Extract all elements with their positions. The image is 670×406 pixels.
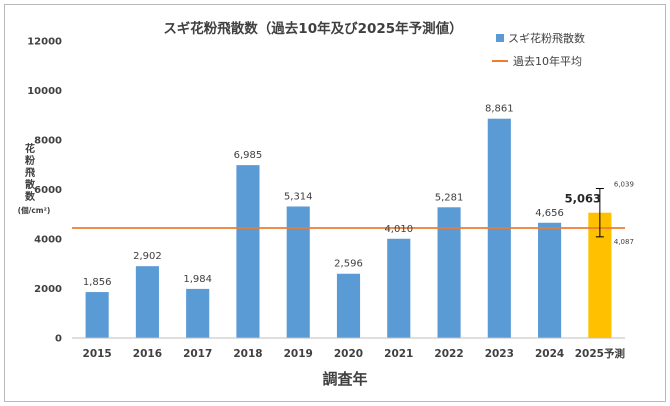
bar-data-label: 4,010 bbox=[384, 224, 413, 235]
y-axis-char: 数 bbox=[25, 190, 36, 203]
y-tick-label: 8000 bbox=[34, 136, 62, 147]
bar bbox=[85, 292, 109, 338]
x-tick-label: 2021 bbox=[384, 348, 413, 360]
x-tick-label: 2019 bbox=[284, 348, 313, 360]
x-tick-label: 2017 bbox=[183, 348, 212, 360]
legend-label-bars: スギ花粉飛散数 bbox=[508, 31, 585, 45]
legend-swatch-bars bbox=[496, 34, 504, 42]
legend-label-average: 過去10年平均 bbox=[513, 54, 582, 68]
bar bbox=[336, 273, 361, 338]
bar-data-label: 1,984 bbox=[183, 274, 212, 285]
error-lower-label: 4,087 bbox=[614, 238, 634, 246]
bar bbox=[286, 206, 310, 338]
bar bbox=[135, 266, 159, 338]
y-axis-unit: (個/cm²) bbox=[18, 205, 51, 215]
bar-data-label: 1,856 bbox=[83, 277, 112, 288]
y-tick-label: 4000 bbox=[34, 235, 62, 246]
x-tick-label: 2025予測 bbox=[575, 347, 625, 360]
x-tick-label: 2023 bbox=[485, 348, 514, 360]
forecast-data-label: 5,063 bbox=[565, 192, 601, 206]
legend: スギ花粉飛散数 過去10年平均 bbox=[492, 31, 585, 68]
bar-data-label: 6,985 bbox=[234, 150, 263, 161]
bar bbox=[538, 222, 562, 338]
bar bbox=[236, 165, 260, 338]
x-axis-title: 調査年 bbox=[322, 370, 367, 388]
bar bbox=[186, 288, 210, 338]
y-tick-label: 2000 bbox=[34, 284, 62, 295]
y-tick-label: 12000 bbox=[27, 37, 62, 48]
y-axis-char: 飛 bbox=[24, 167, 35, 179]
bar-data-label: 2,902 bbox=[133, 251, 162, 262]
x-tick-label: 2015 bbox=[83, 348, 112, 360]
y-tick-label: 0 bbox=[55, 334, 62, 345]
y-axis-char: 粉 bbox=[25, 154, 35, 167]
error-upper-label: 6,039 bbox=[614, 181, 634, 189]
bar-data-label: 5,314 bbox=[284, 191, 313, 202]
x-tick-label: 2018 bbox=[233, 348, 262, 360]
y-tick-label: 6000 bbox=[34, 185, 62, 196]
x-tick-label: 2020 bbox=[334, 348, 363, 360]
y-axis-char: 花 bbox=[25, 142, 35, 155]
forecast-bar bbox=[588, 212, 612, 338]
y-tick-label: 10000 bbox=[27, 86, 62, 97]
bar-data-label: 2,596 bbox=[334, 259, 363, 270]
bar bbox=[437, 207, 461, 338]
y-axis-char: 散 bbox=[25, 178, 36, 191]
bar-data-label: 5,281 bbox=[435, 192, 464, 203]
x-tick-label: 2024 bbox=[535, 348, 564, 360]
bar-data-label: 4,656 bbox=[535, 208, 564, 219]
plot-area: 0 2000 4000 6000 8000 10000 12000 6,039 4,087 1,8… bbox=[27, 37, 634, 361]
bar-data-label: 8,861 bbox=[485, 104, 514, 115]
chart-title: スギ花粉飛散数（過去10年及び2025年予測値） bbox=[163, 20, 462, 37]
y-axis-title: 花 粉 飛 散 数 (個/cm²) bbox=[18, 142, 51, 215]
bar bbox=[387, 238, 411, 338]
x-tick-label: 2016 bbox=[133, 348, 162, 360]
x-tick-label: 2022 bbox=[434, 348, 463, 360]
